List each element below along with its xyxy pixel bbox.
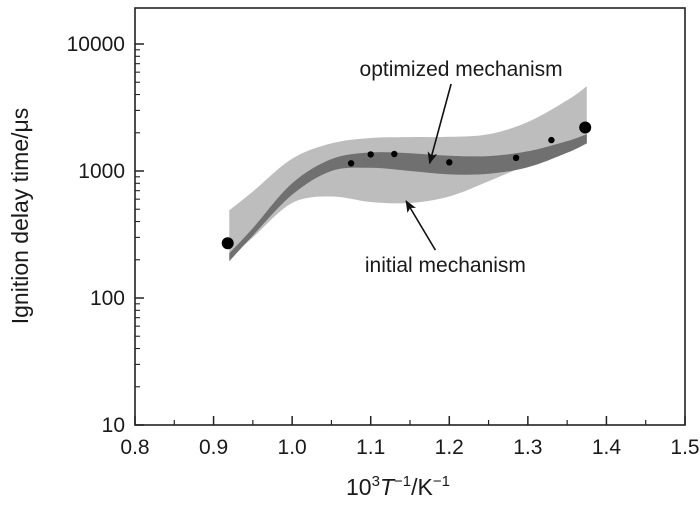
x-axis-ticks: 0.8 0.9 1.0 1.1 1.2 1.3 1.4 1.5: [120, 416, 700, 459]
x-axis-label: 103T−1/K−1: [346, 473, 450, 500]
data-point: [512, 154, 520, 161]
x-axis-label-base: 10: [346, 474, 372, 500]
data-point: [221, 237, 234, 250]
data-point: [367, 151, 374, 158]
x-axis-label-unit: /K: [411, 474, 433, 500]
y-tick-label: 10000: [67, 33, 125, 56]
y-tick-label: 10: [102, 414, 125, 437]
x-axis-label-var: T: [380, 474, 396, 500]
annotations: optimized mechanism initial mechanism: [360, 58, 563, 277]
x-axis-label-sup3: −1: [433, 473, 450, 490]
data-point: [548, 136, 555, 144]
y-tick-label: 1000: [78, 160, 125, 183]
x-tick-label: 1.2: [435, 436, 464, 459]
x-tick-label: 1.1: [356, 436, 385, 459]
annotation-arrow-initial: [405, 200, 437, 251]
band-initial-mechanism: [229, 86, 587, 259]
band-optimized-mechanism: [229, 134, 587, 262]
y-tick-label: 100: [90, 287, 125, 310]
annotation-initial-mechanism: initial mechanism: [365, 254, 526, 277]
experimental-points: [221, 121, 592, 250]
x-tick-label: 0.9: [199, 436, 228, 459]
x-tick-label: 1.5: [670, 436, 699, 459]
data-point: [347, 160, 355, 167]
x-tick-label: 1.3: [513, 436, 542, 459]
x-tick-label: 1.4: [592, 436, 622, 459]
x-tick-label: 1.0: [278, 436, 307, 459]
y-axis-label: Ignition delay time/μs: [7, 108, 33, 325]
uncertainty-bands: [229, 86, 587, 262]
annotation-optimized-mechanism: optimized mechanism: [360, 58, 563, 81]
data-point: [446, 159, 453, 166]
x-axis-label-sup1: 3: [372, 473, 380, 490]
data-point: [391, 150, 398, 158]
annotation-arrow-optimized: [427, 83, 452, 165]
x-tick-label: 0.8: [120, 436, 149, 459]
x-axis-label-sup2: −1: [394, 473, 411, 490]
data-point: [579, 121, 592, 134]
y-axis-ticks: 10 100 1000 10000: [67, 33, 144, 437]
